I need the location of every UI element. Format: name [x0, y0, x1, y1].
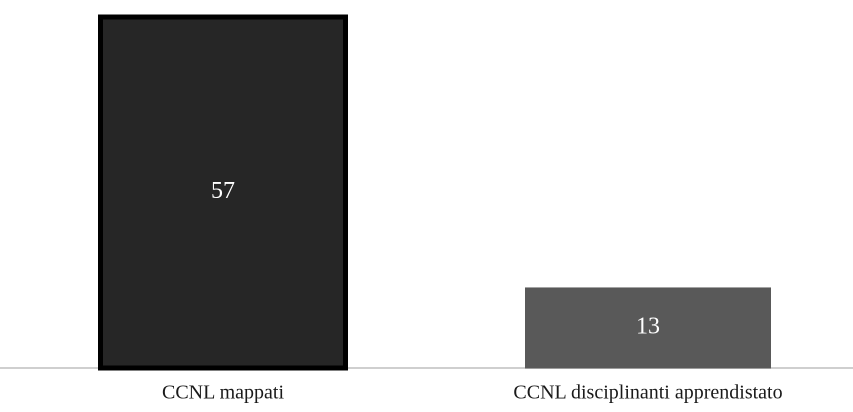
- bar-value-label-1: 57: [211, 178, 235, 204]
- bar-2: [525, 287, 771, 369]
- bars-group: [98, 14, 771, 371]
- category-label-1: CCNL mappati: [162, 382, 284, 404]
- bar-value-label-2: 13: [636, 313, 660, 339]
- bar-1: [98, 14, 348, 371]
- labels-group: 57 CCNL mappati 13 CCNL disciplinanti appre…: [162, 178, 783, 404]
- category-label-2: CCNL disciplinanti apprendistato: [513, 382, 782, 404]
